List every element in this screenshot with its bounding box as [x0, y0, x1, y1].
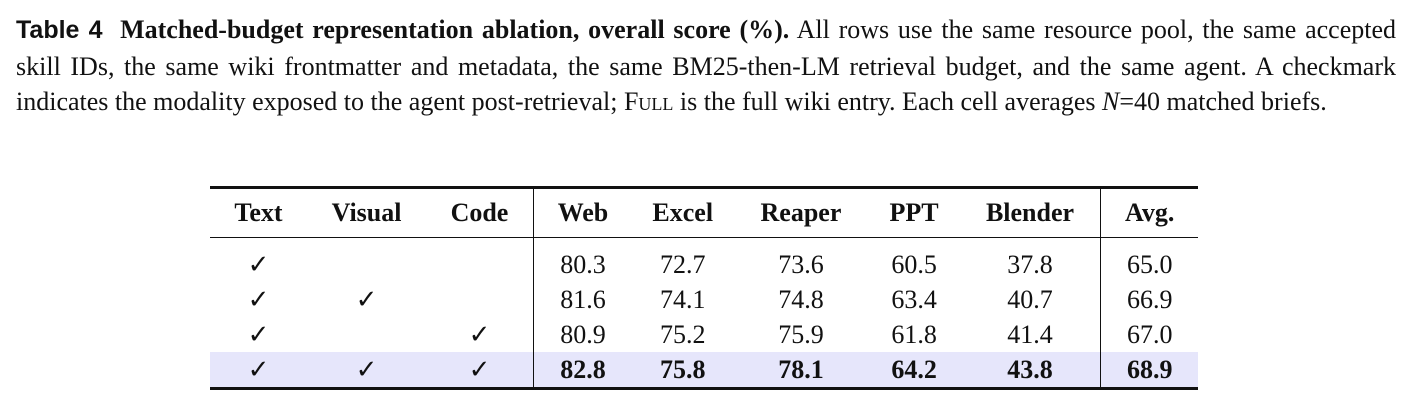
header-avg: Avg. — [1100, 186, 1198, 238]
header-web: Web — [532, 186, 633, 238]
avg-score-cell: 65.0 — [1100, 237, 1198, 282]
reaper-score-cell: 75.9 — [778, 319, 824, 349]
check-visual-cell: ✓ — [306, 352, 427, 390]
caption-label: Table 4 — [16, 16, 103, 44]
reaper-score-cell: 78.1 — [733, 352, 869, 390]
caption-text-1: All rows use the same resource pool, the… — [16, 15, 1397, 116]
table-row: ✓ ✓ 80.9 75.2 75.9 61.8 41.4 67.0 — [210, 317, 1198, 352]
caption-title: Matched-budget representation ablation, … — [120, 15, 790, 44]
web-score-cell: 80.3 — [532, 237, 633, 282]
check-text-cell: ✓ — [210, 352, 307, 390]
ppt-score-cell: 60.5 — [891, 249, 937, 279]
web-score-cell: 82.8 — [532, 352, 633, 390]
results-table-container: Text Visual Code Web Excel Reaper PPT Bl… — [210, 186, 1198, 390]
avg-score-cell: 66.9 — [1100, 282, 1198, 317]
ppt-score-cell: 63.4 — [891, 284, 937, 314]
header-excel: Excel — [632, 186, 734, 238]
excel-score-cell: 74.1 — [660, 284, 706, 314]
ppt-score-cell: 61.8 — [891, 319, 937, 349]
blender-score-cell: 43.8 — [959, 352, 1101, 390]
table-row: ✓ ✓ 81.6 74.1 74.8 63.4 40.7 66.9 — [210, 282, 1198, 317]
table-row-highlighted: ✓ ✓ ✓ 82.8 75.8 78.1 64.2 43.8 68.9 — [210, 352, 1198, 390]
header-blender: Blender — [959, 186, 1101, 238]
check-code-cell: ✓ — [468, 319, 491, 350]
web-score-cell: 81.6 — [532, 282, 633, 317]
excel-score-cell: 75.8 — [632, 352, 734, 390]
blender-score-cell: 41.4 — [1007, 319, 1053, 349]
check-visual-cell — [307, 317, 426, 352]
caption-text-2: is the full wiki entry. Each cell averag… — [679, 87, 1096, 116]
table-header-row: Text Visual Code Web Excel Reaper PPT Bl… — [210, 186, 1198, 238]
header-text: Text — [210, 186, 307, 238]
header-code: Code — [426, 186, 534, 238]
ppt-score-cell: 64.2 — [868, 352, 960, 390]
header-ppt: PPT — [868, 186, 960, 238]
check-code-cell — [426, 282, 533, 317]
check-code-cell — [426, 238, 533, 283]
header-visual: Visual — [306, 186, 427, 238]
check-text-cell: ✓ — [247, 319, 270, 350]
check-text-cell: ✓ — [247, 284, 270, 315]
caption-n-symbol: N — [1101, 87, 1120, 116]
check-visual-cell — [307, 238, 426, 283]
avg-score-cell: 68.9 — [1100, 352, 1198, 390]
reaper-score-cell: 73.6 — [778, 249, 824, 279]
reaper-score-cell: 74.8 — [778, 284, 824, 314]
blender-score-cell: 40.7 — [1007, 284, 1053, 314]
check-text-cell: ✓ — [247, 249, 270, 280]
table-row: ✓ 80.3 72.7 73.6 60.5 37.8 65.0 — [210, 237, 1198, 283]
blender-score-cell: 37.8 — [1007, 249, 1053, 279]
check-code-cell: ✓ — [426, 352, 534, 390]
web-score-cell: 80.9 — [532, 317, 633, 352]
excel-score-cell: 75.2 — [660, 319, 706, 349]
results-table: Text Visual Code Web Excel Reaper PPT Bl… — [210, 186, 1198, 390]
excel-score-cell: 72.7 — [660, 249, 706, 279]
caption-full-term: Full — [623, 87, 674, 116]
table-caption: Table 4 Matched-budget representation ab… — [16, 12, 1396, 120]
avg-score-cell: 67.0 — [1100, 317, 1198, 352]
check-visual-cell: ✓ — [355, 284, 378, 315]
caption-n-value: =40 matched briefs. — [1119, 87, 1327, 116]
header-reaper: Reaper — [733, 186, 869, 238]
